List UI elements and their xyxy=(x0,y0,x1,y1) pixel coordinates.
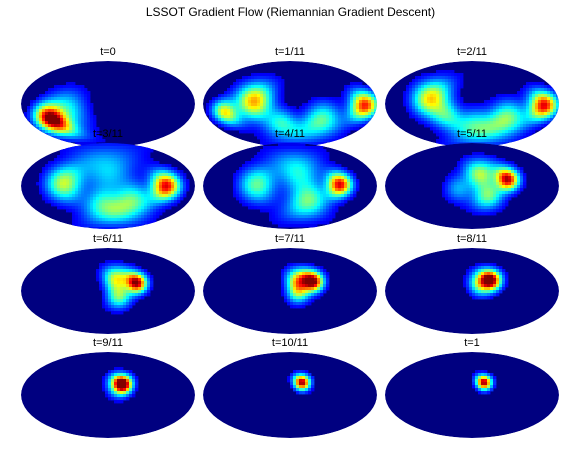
panel-title: t=0 xyxy=(100,46,116,58)
panel-title: t=9/11 xyxy=(92,337,124,349)
panel-title: t=2/11 xyxy=(456,46,488,58)
panel-map xyxy=(21,61,195,147)
panel-title: t=5/11 xyxy=(456,128,488,140)
panel-title: t=8/11 xyxy=(456,233,488,245)
panel-map xyxy=(385,352,559,438)
panel-background xyxy=(203,352,377,438)
panel-map xyxy=(21,248,195,334)
panel-map xyxy=(21,143,195,229)
panel-title: t=6/11 xyxy=(92,233,124,245)
panel-title: t=7/11 xyxy=(274,233,306,245)
panel-map xyxy=(203,248,377,334)
panel-title: t=3/11 xyxy=(92,128,124,140)
chart-title: LSSOT Gradient Flow (Riemannian Gradient… xyxy=(145,5,436,19)
panel-map xyxy=(203,143,377,229)
panel-map xyxy=(385,248,559,334)
panel-map xyxy=(203,61,377,147)
panel-title: t=1/11 xyxy=(274,46,306,58)
panel-map xyxy=(203,352,377,438)
panel-title: t=4/11 xyxy=(274,128,306,140)
panel-map xyxy=(385,61,559,147)
panel-title: t=1 xyxy=(464,337,480,349)
panel-map xyxy=(385,143,559,229)
panel-background xyxy=(385,352,559,438)
panel-title: t=10/11 xyxy=(271,337,309,349)
panel-map xyxy=(21,352,195,438)
